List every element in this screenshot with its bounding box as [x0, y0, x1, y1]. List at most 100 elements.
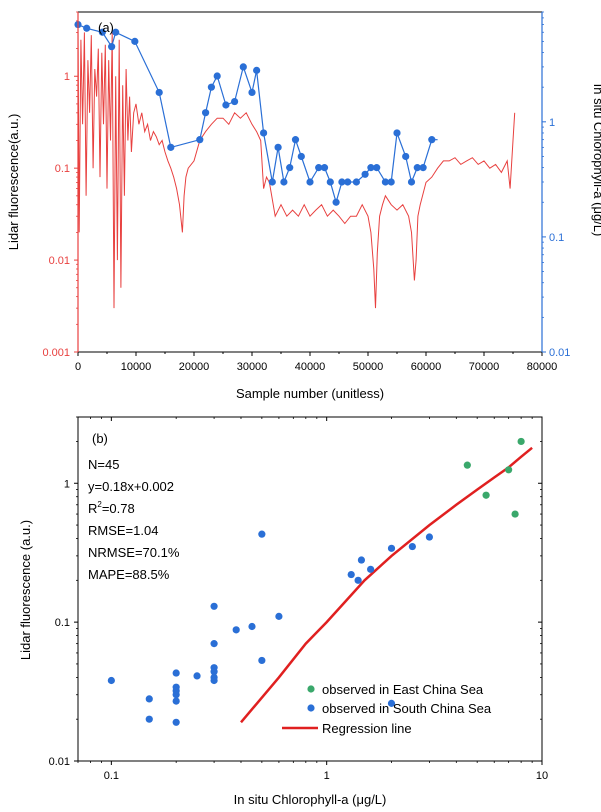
panel-a: 0 10000 20000 30000 40000 50000 60000 70000 8000…: [6, 11, 601, 401]
panel-a-x-tick-label: 50000: [353, 361, 384, 373]
in-situ-point: [231, 97, 239, 106]
in-situ-point: [268, 178, 276, 186]
legend-east-label: observed in East China Sea: [322, 682, 484, 697]
south-china-sea-point: [248, 622, 256, 631]
east-china-sea-point: [505, 466, 513, 474]
in-situ-point: [112, 28, 120, 36]
legend-south-label: observed in South China Sea: [322, 701, 492, 716]
in-situ-point: [286, 164, 294, 172]
in-situ-point: [326, 178, 334, 186]
panel-a-insitu-series: [74, 20, 438, 206]
in-situ-point: [419, 164, 427, 172]
panel-b-x-axis: 0.1 1 10: [77, 417, 548, 782]
stat-rmse: RMSE=1.04: [88, 523, 158, 538]
stat-equation: y=0.18x+0.002: [88, 479, 174, 494]
panel-a-x-label: Sample number (unitless): [236, 386, 384, 401]
in-situ-point: [297, 152, 305, 161]
south-china-sea-point: [107, 676, 115, 685]
in-situ-point: [407, 178, 416, 186]
south-china-sea-point: [145, 695, 153, 703]
panel-b-x-tick-label: 1: [324, 770, 330, 782]
panel-b-y-tick-label: 1: [64, 478, 70, 490]
in-situ-point: [291, 136, 300, 144]
panel-a-left-tick-label: 0.001: [42, 347, 70, 359]
panel-a-right-tick-label: 1: [549, 117, 555, 129]
in-situ-line: [77, 24, 438, 205]
in-situ-point: [213, 72, 221, 80]
legend-south-marker: [307, 704, 315, 712]
legend-regression-label: Regression line: [322, 721, 412, 736]
panel-b-y-axis: 0.01 0.1 1: [49, 416, 542, 768]
panel-a-right-tick-label: 0.1: [549, 232, 564, 244]
south-china-sea-point: [145, 715, 153, 723]
in-situ-point: [381, 178, 389, 186]
in-situ-point: [83, 24, 91, 32]
in-situ-point: [373, 164, 381, 172]
panel-a-left-tick-label: 0.01: [49, 255, 70, 267]
in-situ-point: [315, 164, 323, 172]
stat-r2-prefix: R: [88, 501, 97, 516]
in-situ-point: [306, 178, 314, 186]
in-situ-point: [248, 88, 256, 97]
in-situ-point: [387, 178, 395, 186]
in-situ-point: [207, 83, 215, 91]
stat-n: N=45: [88, 457, 119, 472]
south-china-sea-point: [210, 676, 218, 685]
south-china-sea-point: [354, 576, 362, 584]
in-situ-point: [338, 178, 346, 186]
panel-a-x-tick-label: 80000: [527, 361, 558, 373]
panel-b-south-china-sea-series: [107, 530, 434, 726]
panel-a-right-y-axis: 0.01 0.1 1: [541, 11, 570, 359]
panel-b-y-label: Lidar fluorescence (a.u.): [18, 520, 33, 660]
south-china-sea-point: [258, 530, 266, 538]
in-situ-point: [413, 164, 421, 172]
south-china-sea-point: [387, 699, 396, 707]
panel-b-stats: N=45 y=0.18x+0.002 R2=0.78 RMSE=1.04 NRM…: [88, 457, 180, 582]
south-china-sea-point: [210, 602, 218, 610]
in-situ-point: [367, 164, 375, 172]
panel-b: 0.1 1 10 0.01 0.1 1 (b) N=45 y=0.18x+0.002 R…: [18, 416, 548, 807]
panel-a-right-y-label: In situ Chlorophyll-a (μg/L): [591, 84, 601, 237]
south-china-sea-point: [425, 533, 434, 541]
south-china-sea-point: [232, 626, 240, 634]
panel-b-label: (b): [92, 431, 108, 446]
panel-b-x-label: In situ Chlorophyll-a (μg/L): [234, 792, 387, 807]
panel-a-left-y-label: Lidar fluorescence(a.u.): [6, 114, 21, 251]
legend-east-marker: [307, 685, 315, 693]
panel-b-legend: observed in East China Sea observed in S…: [282, 682, 492, 736]
in-situ-point: [98, 28, 106, 36]
panel-a-left-tick-label: 0.1: [55, 163, 70, 175]
in-situ-point: [167, 143, 175, 151]
south-china-sea-point: [347, 570, 355, 579]
east-china-sea-point: [463, 461, 471, 469]
stat-mape: MAPE=88.5%: [88, 567, 170, 582]
panel-b-x-tick-label: 0.1: [104, 770, 119, 782]
south-china-sea-point: [172, 718, 180, 726]
east-china-sea-point: [482, 491, 490, 499]
south-china-sea-point: [357, 556, 366, 564]
panel-b-y-tick-label: 0.01: [49, 756, 70, 768]
panel-a-lidar-series: [77, 26, 516, 309]
stat-nrmse: NRMSE=70.1%: [88, 545, 180, 560]
in-situ-point: [260, 129, 268, 137]
in-situ-point: [196, 136, 204, 144]
in-situ-point: [344, 178, 352, 186]
stat-r2-value: =0.78: [102, 501, 135, 516]
panel-a-label: (a): [98, 20, 114, 35]
in-situ-point: [239, 63, 247, 71]
panel-b-x-tick-label: 10: [536, 770, 548, 782]
panel-a-x-tick-label: 60000: [411, 361, 442, 373]
south-china-sea-point: [210, 640, 218, 648]
south-china-sea-point: [172, 691, 180, 699]
south-china-sea-point: [172, 697, 180, 705]
in-situ-point: [393, 129, 401, 137]
in-situ-point: [402, 152, 410, 161]
panel-a-x-axis: 0 10000 20000 30000 40000 50000 60000 70000 8000…: [75, 352, 557, 373]
panel-a-x-tick-label: 70000: [469, 361, 500, 373]
stat-r2: R2=0.78: [88, 500, 135, 516]
south-china-sea-point: [193, 672, 201, 680]
panel-a-left-tick-label: 1: [64, 71, 70, 83]
panel-b-east-china-sea-series: [463, 437, 525, 518]
in-situ-point: [202, 109, 210, 117]
